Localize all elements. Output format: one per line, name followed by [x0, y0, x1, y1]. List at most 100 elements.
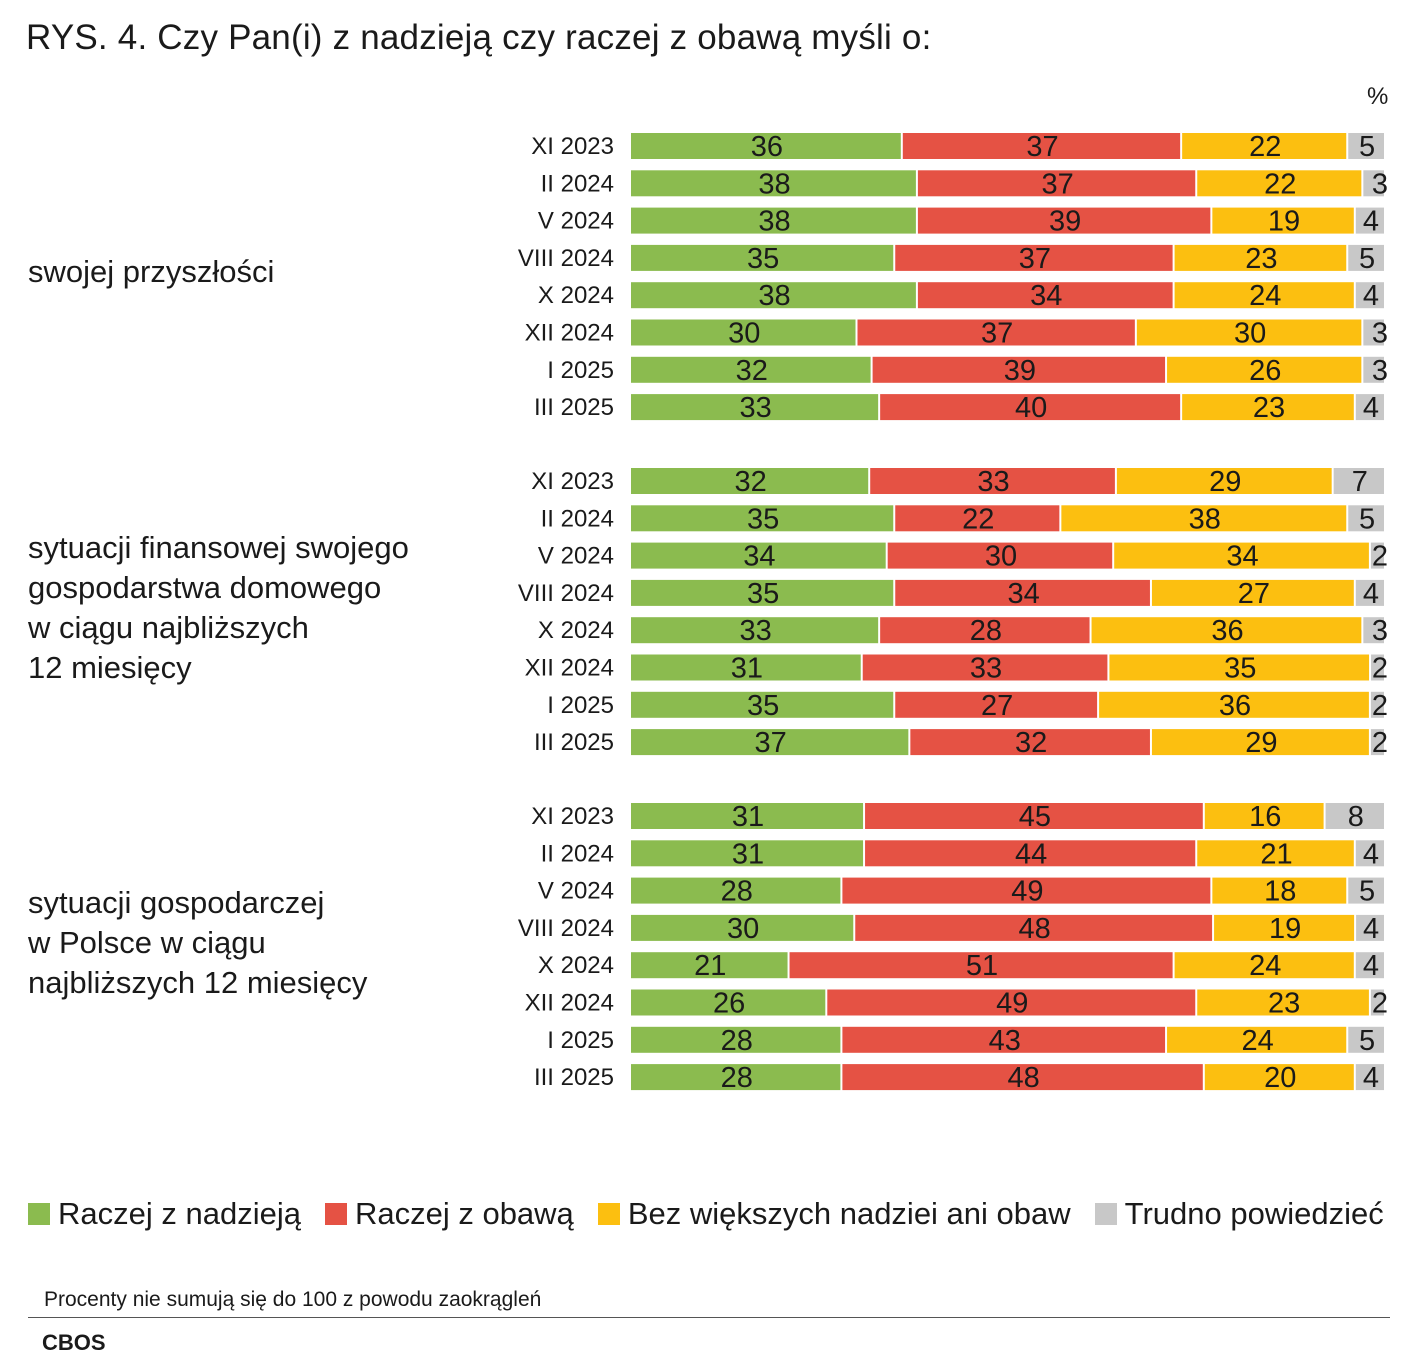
data-label: 34: [743, 541, 775, 573]
bar-segment: [1370, 542, 1384, 569]
data-label: 32: [734, 466, 766, 498]
data-label: 35: [747, 578, 779, 610]
bar-segment: [631, 468, 869, 494]
bar-segment: [1151, 729, 1369, 756]
data-label: 19: [1269, 913, 1301, 945]
data-label: 5: [1359, 243, 1375, 275]
bar-segment: [1348, 244, 1384, 271]
data-label: 40: [1015, 392, 1047, 424]
bar-segment: [631, 170, 916, 197]
data-label: 30: [985, 541, 1017, 573]
bar-segment: [862, 654, 1108, 681]
bar-segment: [1151, 579, 1354, 606]
bar-segment: [917, 170, 1196, 197]
bar-segment: [865, 840, 1196, 867]
data-label: 38: [758, 280, 790, 312]
bar-segment: [631, 877, 841, 904]
data-label: 5: [1359, 876, 1375, 908]
data-label: 26: [713, 988, 745, 1020]
bar-row: V 2024 38 39 19 4: [538, 206, 1384, 238]
bar-segment: [1136, 319, 1362, 346]
legend-item-neutral: Bez większych nadziei ani obaw: [597, 1196, 1071, 1232]
bar-segment: [1214, 914, 1355, 941]
bar-segment: [1109, 654, 1370, 681]
bar-segment: [857, 319, 1135, 346]
bar-segment: [631, 207, 916, 234]
period-label: I 2025: [547, 1027, 614, 1054]
bar-row: V 2024 34 30 34 2: [538, 541, 1388, 573]
bar-segment: [631, 729, 909, 756]
data-label: 23: [1245, 243, 1277, 275]
bar-segment: [631, 133, 901, 159]
bar-segment: [1370, 729, 1384, 756]
data-label: 28: [721, 1062, 753, 1094]
period-label: II 2024: [541, 170, 614, 197]
data-label: 48: [1007, 1062, 1039, 1094]
bar-segment: [1204, 803, 1324, 829]
bar-segment: [910, 729, 1150, 756]
data-label: 3: [1372, 318, 1388, 350]
bar-segment: [1174, 952, 1354, 979]
bar-segment: [1355, 394, 1384, 421]
bar-segment: [1197, 170, 1362, 197]
bar-segment: [631, 989, 826, 1016]
bar-segment: [1116, 468, 1332, 494]
group-label-household: sytuacji finansowej swojego gospodarstwa…: [28, 528, 468, 688]
bar-segment: [865, 803, 1203, 829]
legend-item-dont-know: Trudno powiedzieć: [1094, 1196, 1384, 1232]
data-label: 43: [989, 1025, 1021, 1057]
bar-segment: [1370, 989, 1384, 1016]
legend-label: Raczej z obawą: [354, 1196, 574, 1231]
bar-segment: [887, 542, 1113, 569]
data-label: 48: [1019, 913, 1051, 945]
legend: Raczej z nadzieją Raczej z obawą Bez wię…: [28, 1196, 1384, 1232]
bar-segment: [827, 989, 1196, 1016]
bar-segment: [1114, 542, 1369, 569]
data-label: 20: [1264, 1062, 1296, 1094]
data-label: 36: [1211, 615, 1243, 647]
bar-segment: [842, 877, 1211, 904]
bar-segment: [1348, 1026, 1384, 1053]
bar-row: X 2024 21 51 24 4: [538, 950, 1384, 982]
data-label: 36: [1219, 690, 1251, 722]
bar-segment: [1099, 691, 1369, 718]
bar-segment: [631, 542, 886, 569]
data-label: 28: [970, 615, 1002, 647]
bar-row: VIII 2024 35 37 23 5: [518, 243, 1384, 275]
group-label-future: swojej przyszłości: [28, 252, 468, 292]
data-label: 35: [747, 690, 779, 722]
period-label: XI 2023: [531, 133, 614, 160]
data-label: 33: [970, 653, 1002, 685]
bar-row: XI 2023 32 33 29 7: [531, 466, 1384, 498]
data-label: 22: [1264, 168, 1296, 200]
divider: [28, 1317, 1390, 1318]
bar-segment: [1348, 133, 1384, 159]
period-label: X 2024: [538, 617, 614, 644]
data-label: 35: [747, 243, 779, 275]
bar-segment: [895, 691, 1098, 718]
legend-item-fear: Raczej z obawą: [324, 1196, 574, 1232]
bar-segment: [631, 394, 879, 421]
group-label-line: w ciągu najbliższych: [28, 610, 309, 645]
period-label: V 2024: [538, 208, 614, 235]
bar-segment: [1363, 617, 1384, 644]
data-label: 51: [966, 950, 998, 982]
data-label: 2: [1372, 988, 1388, 1020]
data-label: 33: [739, 615, 771, 647]
bar-segment: [895, 579, 1150, 606]
data-label: 4: [1363, 838, 1379, 870]
bar-segment: [1355, 282, 1384, 309]
bar-segment: [1167, 1026, 1347, 1053]
period-label: VIII 2024: [518, 915, 614, 942]
bar-segment: [1091, 617, 1362, 644]
data-label: 4: [1363, 206, 1379, 238]
legend-swatch: [28, 1203, 50, 1225]
data-label: 22: [962, 503, 994, 535]
data-label: 4: [1363, 280, 1379, 312]
bar-row: II 2024 38 37 22 3: [541, 168, 1388, 200]
data-label: 28: [721, 876, 753, 908]
data-label: 4: [1363, 392, 1379, 424]
bar-segment: [880, 617, 1090, 644]
bar-row: X 2024 33 28 36 3: [538, 615, 1388, 647]
bar-row: XI 2023 31 45 16 8: [531, 801, 1384, 833]
